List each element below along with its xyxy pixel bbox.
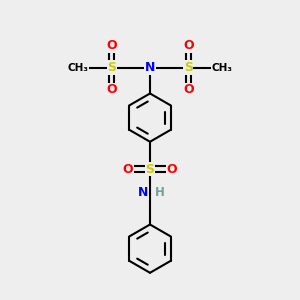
- Text: CH₃: CH₃: [212, 63, 233, 73]
- Text: S: S: [184, 61, 193, 74]
- Text: O: O: [106, 83, 117, 96]
- Text: S: S: [107, 61, 116, 74]
- Text: CH₃: CH₃: [68, 63, 88, 73]
- Text: N: N: [138, 186, 149, 199]
- Text: S: S: [146, 163, 154, 176]
- Text: O: O: [183, 39, 194, 52]
- Text: O: O: [123, 163, 133, 176]
- Text: O: O: [183, 83, 194, 96]
- Text: N: N: [145, 61, 155, 74]
- Text: O: O: [106, 39, 117, 52]
- Text: H: H: [154, 186, 164, 199]
- Text: O: O: [167, 163, 177, 176]
